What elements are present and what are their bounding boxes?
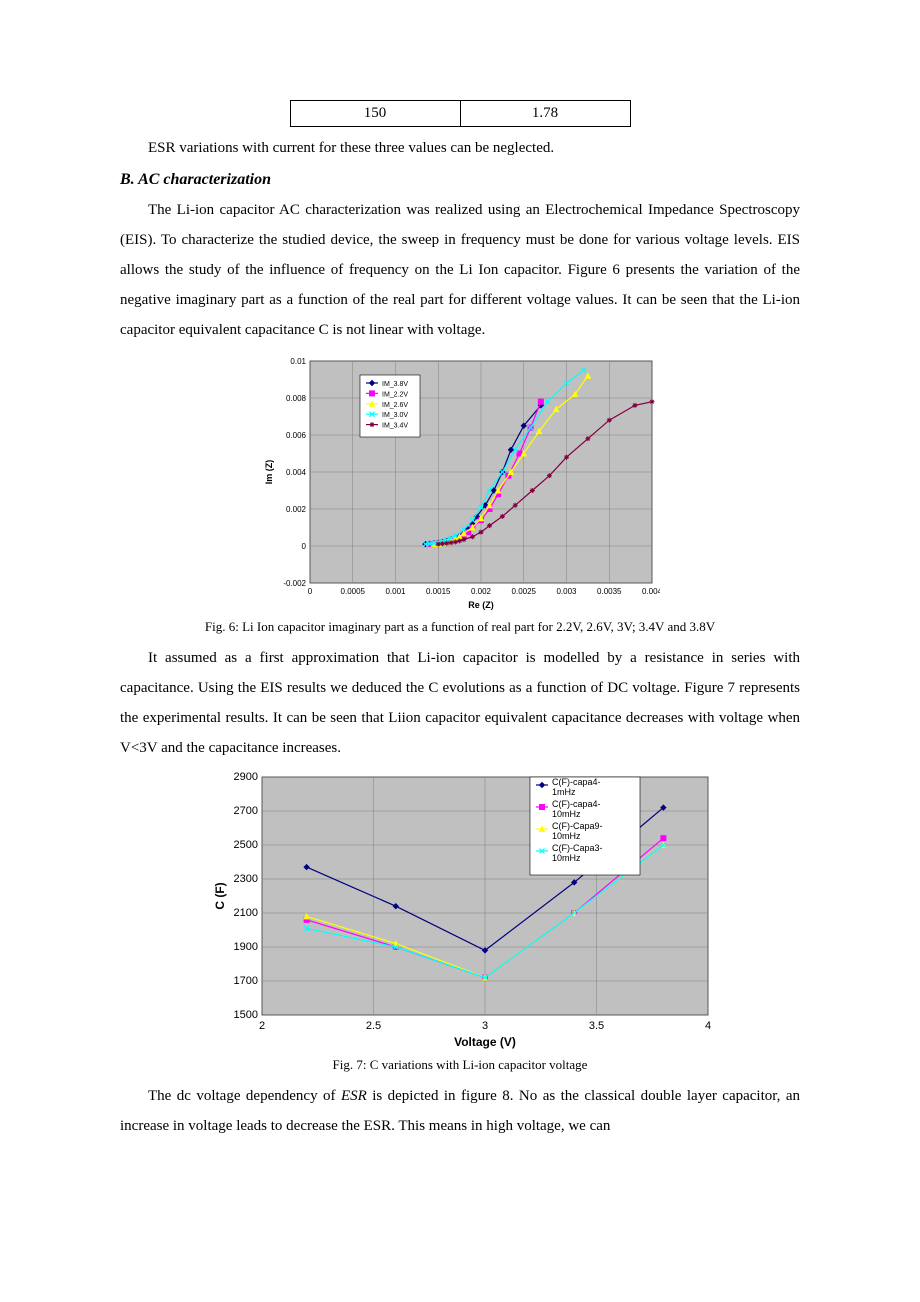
svg-text:0.008: 0.008 bbox=[286, 394, 307, 403]
section-b-heading: B. AC characterization bbox=[120, 171, 800, 189]
page: 150 1.78 ESR variations with current for… bbox=[0, 0, 920, 1207]
svg-text:IM_2.2V: IM_2.2V bbox=[382, 391, 408, 398]
svg-text:2700: 2700 bbox=[234, 805, 258, 817]
svg-text:10mHz: 10mHz bbox=[552, 809, 581, 819]
svg-text:0.006: 0.006 bbox=[286, 431, 307, 440]
svg-text:3.5: 3.5 bbox=[589, 1020, 604, 1032]
svg-text:C (F): C (F) bbox=[213, 882, 227, 909]
svg-text:0.0015: 0.0015 bbox=[426, 587, 451, 596]
cell-2: 1.78 bbox=[460, 101, 630, 127]
svg-text:2.5: 2.5 bbox=[366, 1020, 381, 1032]
svg-text:0.0035: 0.0035 bbox=[597, 587, 622, 596]
svg-text:0: 0 bbox=[302, 542, 307, 551]
svg-text:1900: 1900 bbox=[234, 941, 258, 953]
svg-text:0: 0 bbox=[308, 587, 313, 596]
svg-text:0.002: 0.002 bbox=[471, 587, 492, 596]
svg-text:2: 2 bbox=[259, 1020, 265, 1032]
fig6-chart: 0 0.0005 0.001 0.0015 0.002 0.0025 0.003 0.0035… bbox=[260, 351, 660, 611]
svg-text:C(F)-capa4-: C(F)-capa4- bbox=[552, 799, 601, 809]
svg-text:10mHz: 10mHz bbox=[552, 853, 581, 863]
svg-text:2900: 2900 bbox=[234, 771, 258, 783]
svg-text:3: 3 bbox=[482, 1020, 488, 1032]
svg-text:C(F)-Capa9-: C(F)-Capa9- bbox=[552, 821, 603, 831]
svg-text:0.01: 0.01 bbox=[290, 357, 306, 366]
svg-text:C(F)-Capa3-: C(F)-Capa3- bbox=[552, 843, 603, 853]
svg-text:0.0025: 0.0025 bbox=[512, 587, 537, 596]
para-first-approx: It assumed as a first approximation that… bbox=[120, 643, 800, 763]
svg-text:Im (Z): Im (Z) bbox=[264, 460, 274, 485]
svg-text:IM_3.0V: IM_3.0V bbox=[382, 412, 408, 419]
para-ac-char: The Li-ion capacitor AC characterization… bbox=[120, 195, 800, 345]
caption-fig6: Fig. 6: Li Ion capacitor imaginary part … bbox=[120, 619, 800, 635]
svg-text:0.003: 0.003 bbox=[556, 587, 577, 596]
p4-esr: ESR bbox=[341, 1088, 367, 1104]
svg-text:1700: 1700 bbox=[234, 975, 258, 987]
svg-text:IM_3.8V: IM_3.8V bbox=[382, 381, 408, 388]
svg-text:0.001: 0.001 bbox=[385, 587, 406, 596]
figure-7: 2 2.5 3 3.5 4 1500 1700 1900 2100 2300 2500 2700 290… bbox=[200, 769, 720, 1049]
svg-text:0.004: 0.004 bbox=[286, 468, 307, 477]
svg-text:IM_3.4V: IM_3.4V bbox=[382, 423, 408, 430]
svg-text:-0.002: -0.002 bbox=[283, 579, 306, 588]
svg-text:1500: 1500 bbox=[234, 1009, 258, 1021]
svg-text:2300: 2300 bbox=[234, 873, 258, 885]
svg-text:1mHz: 1mHz bbox=[552, 787, 576, 797]
svg-text:0.002: 0.002 bbox=[286, 505, 307, 514]
caption-fig7: Fig. 7: C variations with Li-ion capacit… bbox=[120, 1057, 800, 1073]
svg-text:Re (Z): Re (Z) bbox=[468, 600, 494, 610]
svg-text:C(F)-capa4-: C(F)-capa4- bbox=[552, 777, 601, 787]
mini-table: 150 1.78 bbox=[290, 100, 631, 127]
svg-text:2500: 2500 bbox=[234, 839, 258, 851]
para-dc-volt: The dc voltage dependency of ESR is depi… bbox=[120, 1081, 800, 1141]
svg-text:Voltage (V): Voltage (V) bbox=[454, 1035, 516, 1049]
p4a: The dc voltage dependency of bbox=[148, 1088, 341, 1104]
svg-text:0.0005: 0.0005 bbox=[341, 587, 366, 596]
svg-text:10mHz: 10mHz bbox=[552, 831, 581, 841]
figure-6: 0 0.0005 0.001 0.0015 0.002 0.0025 0.003 0.0035… bbox=[260, 351, 660, 611]
svg-text:4: 4 bbox=[705, 1020, 711, 1032]
svg-text:IM_2.6V: IM_2.6V bbox=[382, 402, 408, 409]
svg-text:2100: 2100 bbox=[234, 907, 258, 919]
cell-1: 150 bbox=[290, 101, 460, 127]
para-esr-neglect: ESR variations with current for these th… bbox=[120, 133, 800, 163]
fig7-chart: 2 2.5 3 3.5 4 1500 1700 1900 2100 2300 2500 2700 290… bbox=[200, 769, 720, 1049]
svg-text:0.004: 0.004 bbox=[642, 587, 660, 596]
table-row: 150 1.78 bbox=[290, 101, 630, 127]
